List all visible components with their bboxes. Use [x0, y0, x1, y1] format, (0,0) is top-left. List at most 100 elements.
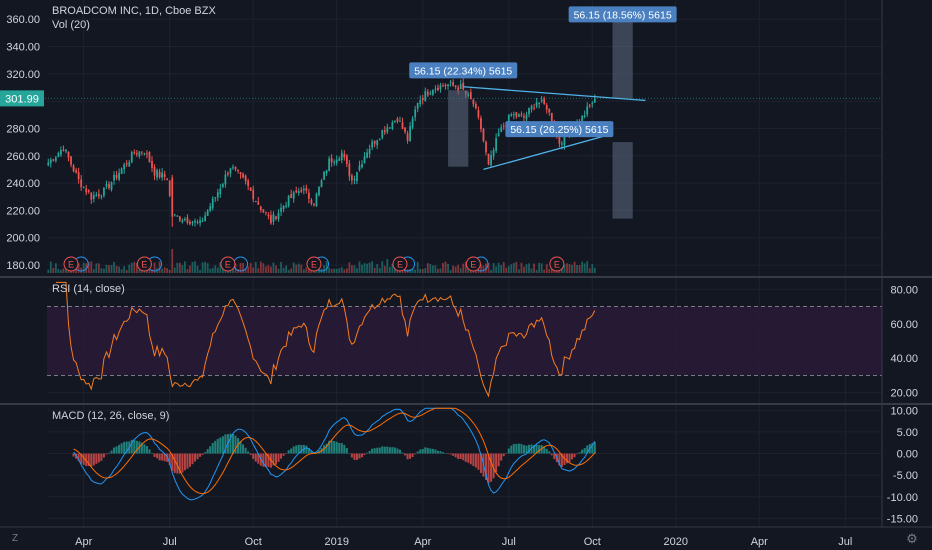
macd-histogram-bar[interactable] — [345, 448, 348, 454]
volume-bar[interactable] — [191, 261, 194, 273]
volume-bar[interactable] — [252, 267, 255, 273]
candle-body[interactable] — [113, 174, 115, 181]
volume-bar[interactable] — [105, 264, 108, 273]
candle-body[interactable] — [189, 221, 191, 225]
macd-histogram-bar[interactable] — [133, 439, 136, 454]
macd-histogram-bar[interactable] — [401, 452, 404, 454]
macd-histogram-bar[interactable] — [576, 453, 579, 455]
candle-body[interactable] — [444, 84, 447, 87]
candle-body[interactable] — [239, 172, 242, 175]
candle-body[interactable] — [414, 109, 417, 118]
drawings-overlay[interactable]: 56.15 (18.56%) 5615 56.15 (22.34%) 5615 56… — [409, 6, 677, 219]
candle-body[interactable] — [363, 156, 366, 164]
candle-body[interactable] — [82, 186, 85, 188]
macd-histogram-bar[interactable] — [196, 453, 199, 460]
macd-histogram-bar[interactable] — [391, 447, 394, 454]
volume-bar[interactable] — [262, 263, 265, 273]
candle-body[interactable] — [67, 151, 70, 158]
macd-histogram-bar[interactable] — [381, 446, 384, 454]
macd-histogram-bar[interactable] — [378, 447, 381, 454]
candle-body[interactable] — [421, 98, 424, 101]
candle-body[interactable] — [469, 92, 472, 100]
volume-bar[interactable] — [52, 267, 55, 273]
candle-body[interactable] — [371, 141, 374, 148]
macd-histogram-bar[interactable] — [181, 453, 184, 473]
candle-body[interactable] — [487, 153, 490, 165]
time-tick-label[interactable]: Jul — [163, 536, 177, 548]
macd-histogram-bar[interactable] — [330, 440, 333, 454]
volume-bar[interactable] — [588, 268, 591, 273]
volume-bar[interactable] — [548, 268, 551, 273]
candle-body[interactable] — [340, 152, 343, 161]
volume-bar[interactable] — [277, 268, 280, 273]
macd-histogram-bar[interactable] — [540, 445, 543, 454]
macd-histogram-bar[interactable] — [510, 445, 513, 454]
candle-body[interactable] — [325, 170, 328, 174]
candle-body[interactable] — [302, 188, 305, 191]
candle-body[interactable] — [512, 114, 515, 116]
macd-histogram-bar[interactable] — [414, 453, 417, 455]
macd-histogram-bar[interactable] — [472, 453, 475, 467]
macd-histogram-bar[interactable] — [194, 453, 197, 462]
macd-histogram-bar[interactable] — [525, 445, 528, 454]
macd-histogram-bar[interactable] — [583, 448, 586, 454]
macd-histogram-bar[interactable] — [229, 433, 232, 454]
macd-histogram-bar[interactable] — [214, 440, 217, 454]
candle-body[interactable] — [277, 212, 280, 219]
candle-body[interactable] — [459, 84, 462, 90]
macd-histogram-bar[interactable] — [474, 453, 477, 468]
macd-histogram-bar[interactable] — [490, 453, 493, 482]
macd-histogram-bar[interactable] — [130, 439, 133, 454]
macd-histogram-bar[interactable] — [426, 447, 429, 454]
volume-bar[interactable] — [176, 262, 179, 273]
macd-histogram-bar[interactable] — [115, 446, 118, 454]
candle-body[interactable] — [454, 85, 457, 87]
volume-bar[interactable] — [368, 262, 371, 273]
measure-callout[interactable] — [409, 62, 518, 79]
volume-bar[interactable] — [388, 267, 391, 273]
volume-label[interactable]: Vol (20) — [52, 19, 90, 31]
macd-histogram-bar[interactable] — [290, 448, 293, 454]
candle-body[interactable] — [447, 84, 449, 87]
volume-bar[interactable] — [171, 249, 174, 273]
macd-histogram-bar[interactable] — [163, 453, 166, 462]
macd-histogram-bar[interactable] — [102, 453, 105, 458]
macd-histogram-bar[interactable] — [186, 453, 189, 469]
macd-histogram-bar[interactable] — [82, 453, 85, 465]
volume-bar[interactable] — [391, 263, 394, 273]
volume-bar[interactable] — [356, 268, 358, 273]
candle-body[interactable] — [49, 159, 52, 164]
macd-histogram-bar[interactable] — [434, 449, 437, 454]
candle-body[interactable] — [57, 153, 60, 158]
macd-histogram-bar[interactable] — [90, 453, 93, 467]
macd-histogram-bar[interactable] — [464, 453, 467, 462]
macd-histogram-bar[interactable] — [517, 443, 520, 454]
volume-bar[interactable] — [591, 264, 594, 273]
candle-body[interactable] — [280, 207, 282, 212]
measure-box[interactable] — [612, 21, 633, 99]
macd-histogram-bar[interactable] — [191, 453, 194, 465]
volume-bar[interactable] — [216, 267, 219, 273]
time-tick-label[interactable]: Jul — [502, 536, 516, 548]
volume-bar[interactable] — [161, 268, 164, 273]
macd-histogram-bar[interactable] — [568, 453, 571, 462]
macd-histogram-bar[interactable] — [439, 451, 442, 454]
candle-body[interactable] — [383, 130, 386, 133]
volume-bar[interactable] — [328, 267, 331, 273]
volume-bar[interactable] — [383, 265, 386, 273]
macd-histogram-bar[interactable] — [548, 451, 551, 454]
macd-histogram-bar[interactable] — [211, 442, 214, 454]
macd-histogram-bar[interactable] — [87, 453, 90, 466]
macd-histogram-bar[interactable] — [183, 453, 186, 471]
volume-bar[interactable] — [543, 269, 546, 273]
volume-bar[interactable] — [62, 268, 65, 273]
candle-body[interactable] — [518, 114, 520, 117]
candle-body[interactable] — [558, 133, 561, 144]
volume-bar[interactable] — [386, 259, 389, 273]
candle-body[interactable] — [194, 220, 196, 223]
volume-bar[interactable] — [376, 264, 379, 273]
macd-histogram-bar[interactable] — [388, 447, 391, 454]
volume-bar[interactable] — [267, 265, 270, 273]
volume-bar[interactable] — [315, 269, 318, 273]
macd-histogram-bar[interactable] — [125, 441, 128, 454]
